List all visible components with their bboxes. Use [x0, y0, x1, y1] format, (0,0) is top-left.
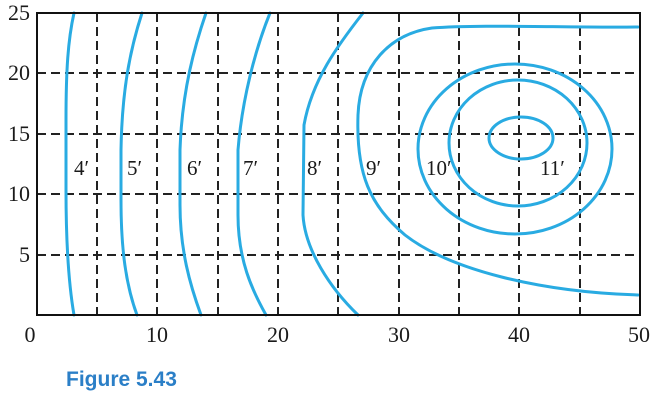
contour-7 [236, 11, 272, 317]
contour-label-11: 11′ [540, 156, 565, 180]
x-tick-label: 20 [267, 322, 289, 347]
x-axis-ticks: 0 10 20 30 40 50 [25, 322, 651, 347]
contour-11-inner [487, 115, 555, 161]
contour-label-4: 4′ [74, 156, 89, 180]
contour-5 [119, 11, 144, 317]
y-tick-label: 10 [8, 181, 30, 206]
x-tick-label: 0 [25, 322, 36, 347]
contour-11-outer [447, 78, 589, 208]
x-tick-label: 50 [628, 322, 650, 347]
contour-label-10: 10′ [426, 156, 452, 180]
contour-6 [178, 11, 208, 317]
contour-curves [64, 11, 640, 317]
contour-8 [301, 11, 365, 317]
plot-border [36, 12, 641, 316]
contour-label-7: 7′ [243, 156, 258, 180]
contour-label-8: 8′ [307, 156, 322, 180]
contour-10 [416, 62, 614, 236]
contour-label-5: 5′ [127, 156, 142, 180]
y-tick-label: 20 [8, 60, 30, 85]
contour-labels: 4′ 5′ 6′ 7′ 8′ 9′ 10′ 11′ [74, 156, 565, 180]
x-tick-label: 30 [388, 322, 410, 347]
figure-caption: Figure 5.43 [66, 368, 177, 391]
contour-label-9: 9′ [366, 156, 381, 180]
contour-9 [356, 24, 640, 297]
x-tick-label: 40 [508, 322, 530, 347]
contour-label-6: 6′ [187, 156, 202, 180]
x-tick-label: 10 [146, 322, 168, 347]
y-tick-label: 5 [19, 242, 30, 267]
y-tick-label: 15 [8, 121, 30, 146]
contour-4 [64, 11, 76, 317]
y-axis-ticks: 5 10 15 20 25 [8, 0, 30, 267]
y-tick-label: 25 [8, 0, 30, 25]
